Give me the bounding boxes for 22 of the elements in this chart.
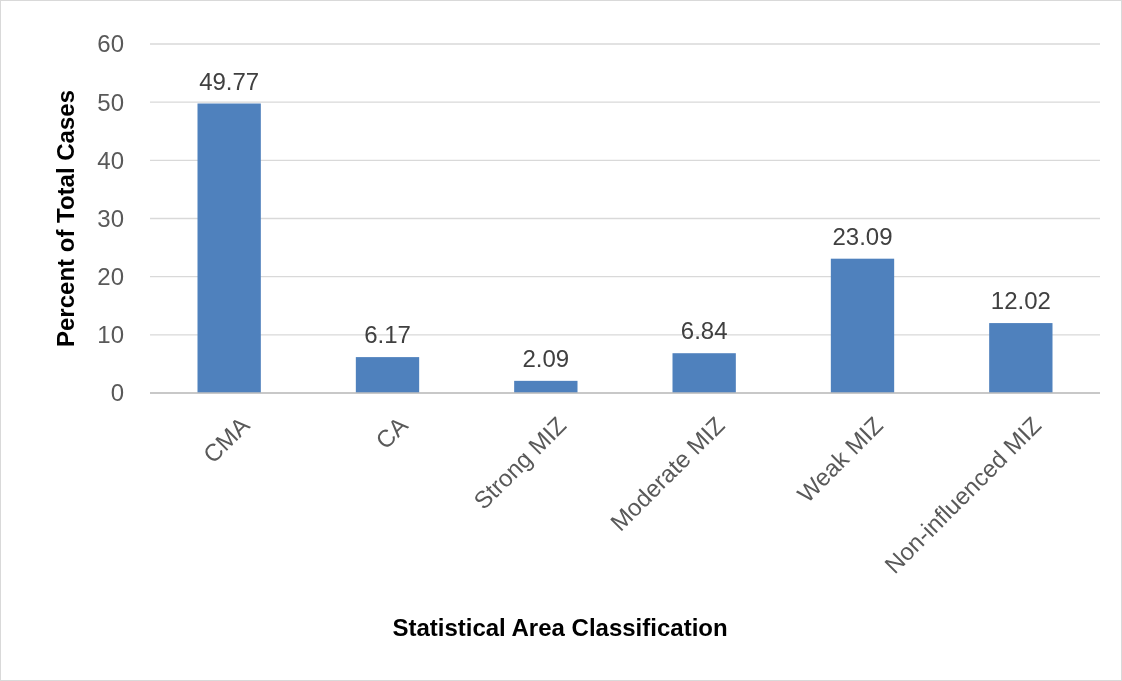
y-tick-label: 50 xyxy=(97,88,124,116)
y-tick-label: 40 xyxy=(97,146,124,174)
bar xyxy=(355,357,420,393)
bar xyxy=(830,258,895,393)
data-label: 2.09 xyxy=(522,344,570,372)
x-axis-title: Statistical Area Classification xyxy=(392,614,728,641)
bar xyxy=(514,380,578,393)
y-axis-title: Percent of Total Cases xyxy=(52,90,79,347)
x-tick-label: CA xyxy=(370,411,413,454)
y-tick-label: 30 xyxy=(97,204,124,232)
data-label: 6.84 xyxy=(680,317,728,345)
data-label: 23.09 xyxy=(832,222,893,250)
y-tick-label: 60 xyxy=(97,30,124,58)
data-label: 6.17 xyxy=(364,321,411,349)
bar xyxy=(197,103,261,393)
y-tick-label: 20 xyxy=(97,263,124,291)
y-tick-label: 10 xyxy=(97,321,124,349)
bar xyxy=(672,353,736,393)
y-tick-label: 0 xyxy=(110,379,124,407)
data-label: 49.77 xyxy=(199,67,260,95)
data-label: 12.02 xyxy=(990,287,1051,315)
bar xyxy=(989,323,1053,393)
